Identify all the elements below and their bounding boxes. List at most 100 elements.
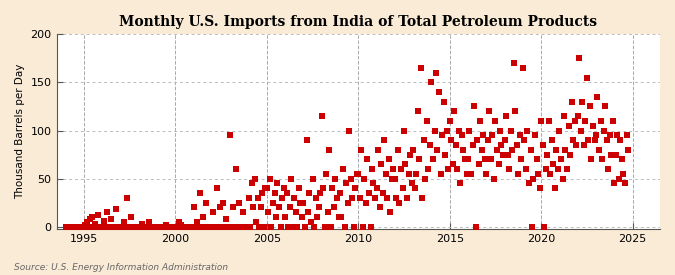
Point	[530, 133, 541, 138]
Point	[77, 224, 88, 229]
Point	[75, 224, 86, 229]
Point	[279, 215, 290, 219]
Point	[205, 224, 216, 229]
Point	[217, 200, 228, 205]
Point	[592, 95, 603, 99]
Point	[109, 224, 120, 229]
Point	[138, 224, 148, 229]
Point	[292, 224, 303, 229]
Point	[306, 220, 317, 224]
Point	[155, 224, 165, 229]
Point	[350, 186, 360, 191]
Point	[425, 143, 435, 147]
Point	[618, 172, 629, 176]
Point	[374, 205, 385, 210]
Point	[441, 128, 452, 133]
Point	[184, 224, 194, 229]
Point	[330, 177, 341, 181]
Point	[271, 215, 281, 219]
Point	[321, 172, 331, 176]
Point	[152, 224, 163, 229]
Point	[122, 196, 132, 200]
Point	[502, 152, 513, 157]
Point	[559, 114, 570, 118]
Point	[202, 224, 213, 229]
Point	[193, 224, 204, 229]
Point	[376, 162, 387, 166]
Point	[119, 224, 130, 229]
Point	[103, 224, 113, 229]
Point	[427, 157, 438, 162]
Point	[513, 172, 524, 176]
Point	[518, 66, 529, 70]
Point	[426, 80, 437, 85]
Point	[89, 222, 100, 226]
Point	[146, 224, 157, 229]
Point	[371, 186, 382, 191]
Point	[86, 215, 97, 219]
Point	[382, 196, 393, 200]
Point	[545, 172, 556, 176]
Point	[158, 224, 169, 229]
Point	[173, 220, 184, 224]
Point	[470, 224, 481, 229]
Point	[408, 148, 418, 152]
Point	[514, 133, 525, 138]
Point	[242, 224, 252, 229]
Point	[255, 205, 266, 210]
Point	[421, 119, 432, 123]
Point	[188, 205, 199, 210]
Point	[324, 148, 335, 152]
Point	[254, 224, 265, 229]
Point	[519, 138, 530, 142]
Point	[243, 196, 254, 200]
Point	[508, 61, 519, 65]
Point	[404, 152, 415, 157]
Point	[354, 196, 365, 200]
Point	[167, 224, 178, 229]
Point	[562, 167, 572, 171]
Point	[323, 210, 333, 214]
Point	[310, 196, 321, 200]
Point	[289, 196, 300, 200]
Point	[300, 224, 310, 229]
Point	[260, 186, 271, 191]
Point	[286, 177, 296, 181]
Point	[259, 224, 269, 229]
Point	[553, 167, 564, 171]
Point	[298, 200, 308, 205]
Point	[605, 152, 616, 157]
Point	[368, 181, 379, 186]
Point	[594, 148, 605, 152]
Point	[124, 224, 135, 229]
Point	[612, 133, 623, 138]
Point	[248, 205, 259, 210]
Point	[281, 191, 292, 195]
Point	[187, 224, 198, 229]
Point	[106, 217, 117, 221]
Point	[335, 191, 346, 195]
Point	[178, 224, 188, 229]
Point	[516, 157, 526, 162]
Point	[278, 186, 289, 191]
Point	[117, 224, 128, 229]
Point	[472, 138, 483, 142]
Point	[525, 148, 536, 152]
Point	[318, 186, 329, 191]
Point	[246, 181, 257, 186]
Point	[614, 177, 624, 181]
Point	[581, 75, 592, 80]
Point	[520, 167, 531, 171]
Point	[130, 224, 141, 229]
Point	[365, 224, 376, 229]
Point	[622, 148, 633, 152]
Point	[240, 224, 251, 229]
Point	[148, 224, 159, 229]
Point	[501, 114, 512, 118]
Point	[524, 181, 535, 186]
Point	[439, 152, 450, 157]
Point	[249, 177, 260, 181]
Point	[353, 172, 364, 176]
Point	[265, 177, 275, 181]
Point	[397, 186, 408, 191]
